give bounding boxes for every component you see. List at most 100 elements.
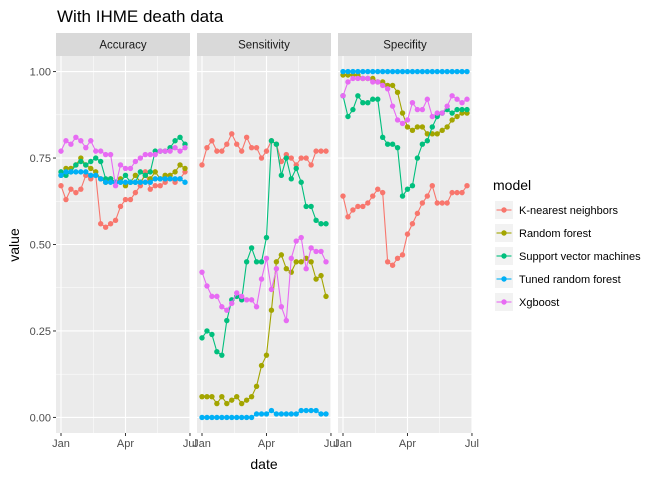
data-point <box>340 68 346 75</box>
data-point <box>409 127 416 134</box>
data-point <box>132 189 139 196</box>
data-point <box>424 68 431 75</box>
data-point <box>424 138 431 144</box>
data-point <box>63 169 69 175</box>
data-point <box>313 407 319 414</box>
data-point <box>152 176 158 182</box>
x-tick-label: Jan <box>334 438 352 450</box>
data-point <box>107 221 114 227</box>
data-point <box>229 131 235 137</box>
data-point <box>107 179 114 185</box>
data-point <box>93 155 99 161</box>
data-point <box>283 155 290 161</box>
data-point <box>313 248 319 255</box>
data-point <box>434 68 440 75</box>
data-point <box>147 169 153 175</box>
data-point <box>424 96 431 102</box>
data-point <box>439 200 445 206</box>
data-point <box>434 110 440 116</box>
data-point <box>394 117 401 123</box>
data-point <box>313 148 319 154</box>
data-point <box>370 193 376 199</box>
data-point <box>199 162 205 168</box>
data-point <box>229 397 235 403</box>
data-point <box>177 134 183 140</box>
data-point <box>88 138 94 144</box>
data-point <box>63 138 69 144</box>
data-point <box>384 86 391 92</box>
data-point <box>293 411 299 417</box>
data-point <box>127 165 134 172</box>
data-point <box>253 144 260 151</box>
data-point <box>414 124 421 130</box>
data-point <box>365 200 371 206</box>
series-support-vector-machines-sensitivity <box>199 138 329 358</box>
data-point <box>414 210 421 217</box>
data-point <box>229 414 235 421</box>
data-point <box>389 82 396 89</box>
data-point <box>122 179 129 185</box>
data-point <box>394 68 401 75</box>
data-point <box>102 151 109 158</box>
data-point <box>459 99 465 106</box>
data-point <box>394 255 401 262</box>
panel-accuracy: Accuracy <box>56 33 191 433</box>
data-point <box>258 259 265 265</box>
data-point <box>459 189 465 196</box>
data-point <box>399 193 406 199</box>
y-axis-title: value <box>6 228 22 262</box>
data-point <box>238 293 245 300</box>
data-point <box>308 407 314 414</box>
panel-specifity: Specifity <box>338 33 473 433</box>
data-point <box>308 162 314 168</box>
data-point <box>449 117 455 123</box>
x-axis-title: date <box>250 456 277 472</box>
data-point <box>204 144 210 151</box>
data-point <box>278 304 285 310</box>
data-point <box>93 172 99 179</box>
data-point <box>278 158 285 165</box>
data-point <box>219 414 225 421</box>
data-point <box>298 155 304 161</box>
data-point <box>345 214 351 220</box>
data-point <box>444 124 450 130</box>
data-point <box>298 407 304 414</box>
y-tick-label: 1.00 <box>30 67 51 79</box>
data-point <box>199 414 205 421</box>
data-point <box>313 217 319 223</box>
data-point <box>414 106 421 113</box>
data-point <box>389 141 396 147</box>
data-point <box>152 183 158 189</box>
data-point <box>350 207 356 213</box>
data-point <box>219 352 225 358</box>
data-point <box>147 186 153 192</box>
data-point <box>439 110 445 116</box>
data-point <box>323 259 329 265</box>
data-point <box>204 328 210 334</box>
data-point <box>384 259 391 265</box>
data-point <box>273 266 280 272</box>
data-point <box>199 269 205 275</box>
series-tuned-random-forest-sensitivity <box>199 407 329 421</box>
data-point <box>112 217 119 223</box>
data-point <box>214 293 220 300</box>
data-point <box>424 131 431 137</box>
data-point <box>355 68 361 75</box>
data-point <box>409 221 416 227</box>
data-point <box>429 124 435 130</box>
data-point <box>273 411 280 417</box>
data-point <box>234 414 240 421</box>
x-tick-label: Apr <box>117 438 134 450</box>
data-point <box>323 411 329 417</box>
data-point <box>355 93 361 99</box>
data-point <box>122 165 129 172</box>
data-point <box>350 106 356 113</box>
data-point <box>258 411 265 417</box>
legend-key-point <box>501 230 507 236</box>
data-point <box>83 169 89 175</box>
data-point <box>303 155 309 161</box>
data-point <box>404 186 411 192</box>
legend-label: Xgboost <box>519 297 559 309</box>
legend-item-tuned-random-forest: Tuned random forest <box>495 270 621 288</box>
data-point <box>68 186 74 192</box>
